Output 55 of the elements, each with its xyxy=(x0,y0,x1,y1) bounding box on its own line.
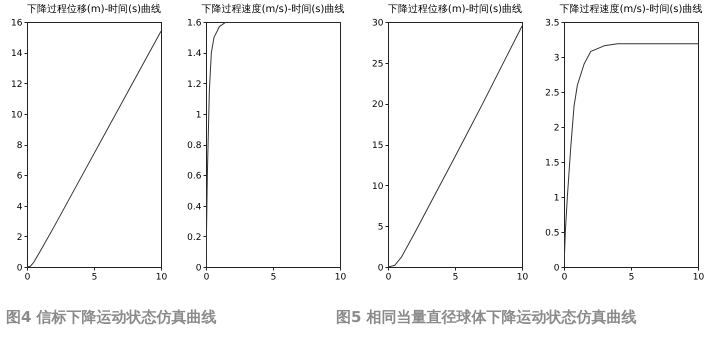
chart-title: 下降过程位移(m)-时间(s)曲线 xyxy=(26,3,162,15)
x-tick-label: 0 xyxy=(562,272,568,282)
chart-title: 下降过程位移(m)-时间(s)曲线 xyxy=(388,3,522,15)
caption: 图4 信标下降运动状态仿真曲线 xyxy=(6,308,217,327)
x-tick-label: 0 xyxy=(386,272,392,282)
y-tick-label: 0.8 xyxy=(187,141,202,151)
y-tick-label: 0.6 xyxy=(187,172,202,182)
y-tick-label: 5 xyxy=(378,222,384,233)
y-tick-label: 14 xyxy=(11,49,23,60)
chart-title: 下降过程速度(m/s)-时间(s)曲线 xyxy=(560,3,702,15)
y-tick-label: 30 xyxy=(372,18,384,28)
x-tick-label: 5 xyxy=(628,272,634,282)
y-tick-label: 15 xyxy=(372,141,384,151)
x-tick-label: 5 xyxy=(452,272,458,282)
y-tick-label: 2 xyxy=(16,232,22,243)
y-tick-label: 1.6 xyxy=(187,18,202,28)
y-tick-label: 16 xyxy=(11,18,23,28)
y-tick-label: 0.2 xyxy=(187,232,202,243)
y-tick-label: 25 xyxy=(372,59,384,70)
line-series xyxy=(388,26,522,267)
line-series xyxy=(564,43,698,267)
y-tick-label: 10 xyxy=(372,182,384,192)
line-series xyxy=(27,30,161,267)
y-tick-label: 20 xyxy=(372,100,384,110)
y-tick-label: 2.5 xyxy=(545,88,560,98)
y-tick-label: 3.5 xyxy=(545,18,560,28)
x-tick-label: 10 xyxy=(334,272,346,282)
y-tick-label: 6 xyxy=(16,172,23,182)
y-tick-label: 0.5 xyxy=(545,228,560,238)
y-tick-label: 8 xyxy=(16,141,23,151)
line-series xyxy=(206,22,340,267)
y-tick-label: 0 xyxy=(16,264,23,274)
y-tick-label: 12 xyxy=(11,80,22,90)
x-tick-label: 0 xyxy=(24,272,31,282)
chart-title: 下降过程速度(m/s)-时间(s)曲线 xyxy=(202,3,344,15)
y-tick-label: 0.4 xyxy=(187,202,202,212)
y-tick-label: 1.4 xyxy=(187,49,202,60)
y-tick-label: 0 xyxy=(196,264,202,274)
y-tick-label: 1 xyxy=(554,194,560,204)
y-tick-label: 3 xyxy=(554,54,560,64)
y-tick-label: 0 xyxy=(554,264,560,274)
y-tick-label: 0 xyxy=(378,264,384,274)
y-tick-label: 1 xyxy=(196,110,202,120)
x-tick-label: 10 xyxy=(692,272,704,282)
y-tick-label: 1.5 xyxy=(545,158,560,168)
caption: 图5 相同当量直径球体下降运动状态仿真曲线 xyxy=(336,308,637,327)
y-tick-label: 2 xyxy=(554,124,560,134)
x-tick-label: 5 xyxy=(270,272,276,282)
x-tick-label: 10 xyxy=(516,272,528,282)
y-tick-label: 1.2 xyxy=(187,80,202,90)
x-tick-label: 0 xyxy=(204,272,210,282)
x-tick-label: 5 xyxy=(92,272,98,282)
y-tick-label: 4 xyxy=(16,202,23,212)
x-tick-label: 10 xyxy=(156,272,168,282)
y-tick-label: 10 xyxy=(11,110,23,120)
